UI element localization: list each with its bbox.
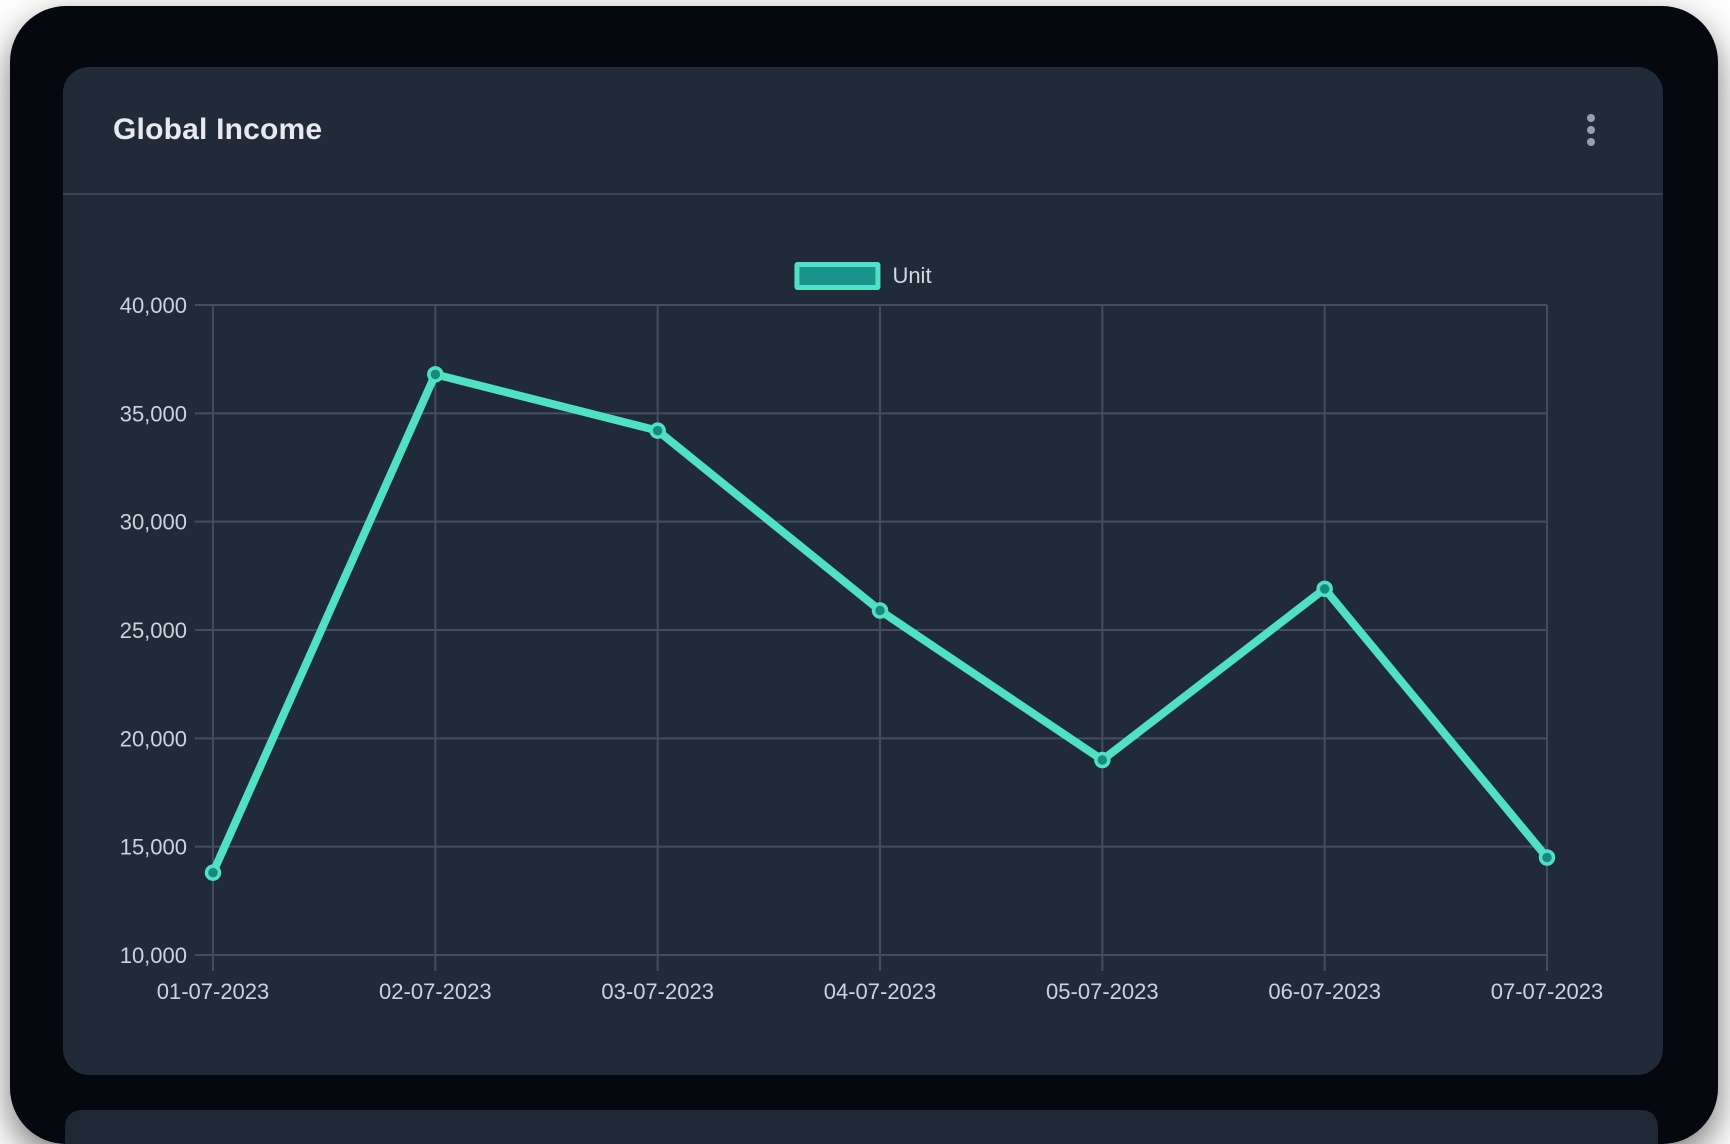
svg-text:01-07-2023: 01-07-2023 (157, 979, 270, 1004)
svg-text:03-07-2023: 03-07-2023 (601, 979, 714, 1004)
kebab-menu-icon (1587, 138, 1595, 146)
svg-text:10,000: 10,000 (120, 943, 187, 968)
app-window: Global Income Unit 10,000 15,000 20,000 25,… (10, 6, 1718, 1144)
svg-text:06-07-2023: 06-07-2023 (1268, 979, 1381, 1004)
legend-label-unit: Unit (892, 263, 932, 288)
kebab-menu-button[interactable] (1575, 102, 1607, 158)
svg-text:15,000: 15,000 (120, 835, 187, 860)
svg-text:20,000: 20,000 (120, 726, 187, 751)
next-card-peek (65, 1110, 1658, 1144)
svg-text:02-07-2023: 02-07-2023 (379, 979, 492, 1004)
svg-text:30,000: 30,000 (120, 510, 187, 535)
legend-swatch-unit (794, 262, 881, 290)
chart-legend[interactable]: Unit (794, 262, 932, 290)
svg-text:07-07-2023: 07-07-2023 (1491, 979, 1604, 1004)
svg-text:04-07-2023: 04-07-2023 (824, 979, 937, 1004)
svg-text:40,000: 40,000 (120, 293, 187, 318)
global-income-card: Global Income Unit 10,000 15,000 20,000 25,… (63, 67, 1663, 1075)
card-header: Global Income (63, 67, 1663, 195)
page-title: Global Income (113, 113, 323, 146)
svg-text:25,000: 25,000 (120, 618, 187, 643)
kebab-menu-icon (1587, 126, 1595, 134)
svg-text:35,000: 35,000 (120, 401, 187, 426)
line-chart[interactable]: 10,000 15,000 20,000 25,000 30,000 35,000 40,0… (63, 67, 1663, 1075)
kebab-menu-icon (1587, 114, 1595, 122)
svg-text:05-07-2023: 05-07-2023 (1046, 979, 1159, 1004)
